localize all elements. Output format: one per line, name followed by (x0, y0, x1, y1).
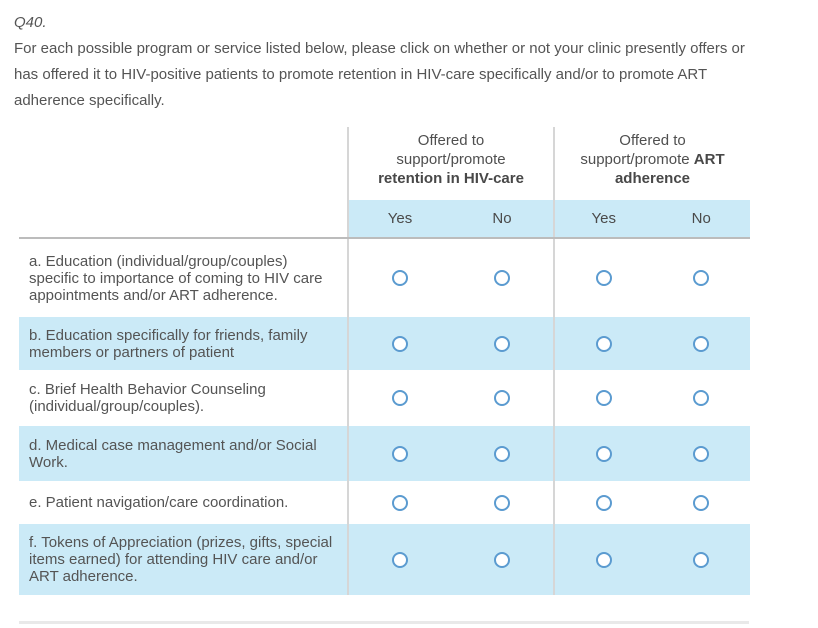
row-label-a: a. Education (individual/group/couples) … (29, 252, 323, 304)
radio-d-retention-no[interactable] (494, 445, 510, 462)
group-retention-line3: retention in HIV-care (349, 169, 553, 188)
group-adherence-line2-bold: ART (693, 151, 725, 168)
question-intro: Q40. For each possible program or servic… (14, 10, 788, 114)
row-f-retention-cells (347, 524, 553, 595)
row-d-adherence-cells (553, 426, 750, 481)
table-row-a: a. Education (individual/group/couples) … (19, 239, 750, 317)
group-adherence-line2-regular: support/promote (580, 151, 690, 168)
row-a-adherence-cells (553, 239, 750, 317)
radio-d-adherence-yes[interactable] (595, 445, 612, 462)
subheader-label-spacer (19, 200, 347, 237)
radio-a-adherence-yes[interactable] (595, 270, 612, 286)
radio-d-adherence-no[interactable] (693, 445, 710, 462)
row-label-c: c. Brief Health Behavior Counseling (ind… (29, 381, 266, 415)
radio-e-adherence-yes[interactable] (595, 494, 612, 511)
table-row-b: b. Education specifically for friends, f… (19, 317, 750, 370)
radio-b-adherence-yes[interactable] (595, 335, 612, 352)
radio-e-retention-yes[interactable] (392, 494, 408, 511)
survey-page: Q40. For each possible program or servic… (0, 10, 818, 628)
retention-yes-header: Yes (387, 210, 413, 227)
row-e-adherence-cells (553, 481, 750, 524)
table-row-e: e. Patient navigation/care coordination. (19, 481, 750, 524)
adherence-yes-header: Yes (591, 210, 616, 227)
group-adherence-line3: adherence (555, 169, 750, 188)
row-e-retention-cells (347, 481, 553, 524)
radio-e-adherence-no[interactable] (693, 494, 710, 511)
row-label-f: f. Tokens of Appreciation (prizes, gifts… (29, 534, 333, 585)
row-b-adherence-cells (553, 317, 750, 370)
radio-a-retention-yes[interactable] (392, 270, 408, 286)
radio-e-retention-no[interactable] (494, 494, 510, 511)
radio-c-retention-yes[interactable] (392, 390, 408, 406)
subheader-adherence: Yes No (553, 200, 750, 237)
row-a-retention-cells (347, 239, 553, 317)
radio-a-adherence-no[interactable] (693, 270, 710, 286)
adherence-no-header: No (691, 210, 711, 227)
radio-c-retention-no[interactable] (494, 390, 510, 406)
matrix-body: a. Education (individual/group/couples) … (19, 237, 750, 595)
radio-c-adherence-no[interactable] (693, 390, 710, 406)
table-row-c: c. Brief Health Behavior Counseling (ind… (19, 370, 750, 426)
radio-f-adherence-no[interactable] (693, 551, 710, 568)
row-f-adherence-cells (553, 524, 750, 595)
radio-f-retention-no[interactable] (494, 551, 510, 568)
question-number: Q40. (14, 14, 47, 31)
radio-d-retention-yes[interactable] (392, 445, 408, 462)
group-retention-line1: Offered to (417, 132, 485, 149)
subheader-retention: Yes No (347, 200, 553, 237)
row-label-d: d. Medical case management and/or Social… (29, 436, 317, 471)
group-retention-line2: support/promote (396, 151, 506, 168)
matrix-subheader-row: Yes No Yes No (19, 200, 750, 237)
header-label-spacer (19, 127, 347, 200)
radio-b-adherence-no[interactable] (693, 335, 710, 352)
row-label-b: b. Education specifically for friends, f… (29, 326, 308, 361)
table-row-f: f. Tokens of Appreciation (prizes, gifts… (19, 524, 750, 595)
row-c-adherence-cells (553, 370, 750, 426)
row-d-retention-cells (347, 426, 553, 481)
group-retention-bold: retention in HIV-care (378, 170, 524, 187)
retention-no-header: No (492, 210, 512, 227)
column-group-adherence: Offered to support/promote ART adherence (553, 127, 750, 200)
matrix-header-row: Offered to support/promote retention in … (19, 127, 750, 200)
row-label-e: e. Patient navigation/care coordination. (29, 494, 289, 511)
section-divider (19, 621, 749, 624)
column-group-retention: Offered to support/promote retention in … (347, 127, 553, 200)
radio-b-retention-yes[interactable] (392, 335, 408, 352)
radio-f-retention-yes[interactable] (392, 551, 408, 568)
radio-f-adherence-yes[interactable] (595, 551, 612, 568)
question-matrix: Offered to support/promote retention in … (19, 127, 750, 595)
radio-b-retention-no[interactable] (494, 335, 510, 352)
row-c-retention-cells (347, 370, 553, 426)
radio-c-adherence-yes[interactable] (595, 390, 612, 406)
radio-a-retention-no[interactable] (494, 270, 510, 286)
table-row-d: d. Medical case management and/or Social… (19, 426, 750, 481)
group-adherence-bold: adherence (614, 170, 691, 187)
group-adherence-line1: Offered to (619, 132, 686, 149)
question-prompt: For each possible program or service lis… (14, 40, 745, 109)
group-adherence-line2: support/promote ART (555, 150, 750, 169)
row-b-retention-cells (347, 317, 553, 370)
